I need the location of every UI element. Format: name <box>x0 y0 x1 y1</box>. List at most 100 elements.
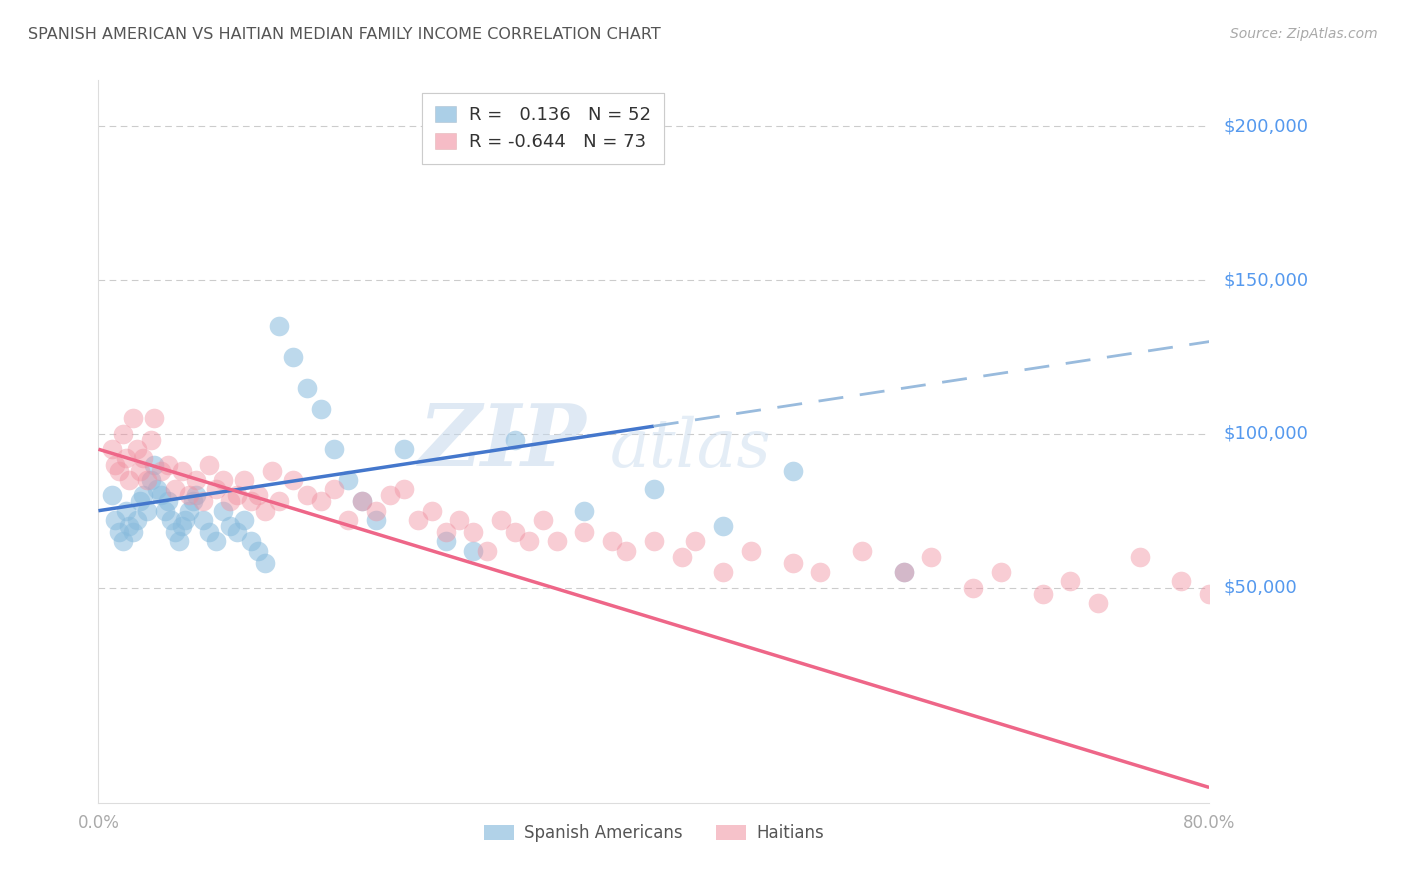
Point <box>1129 549 1152 564</box>
Point <box>153 504 176 518</box>
Text: $100,000: $100,000 <box>1223 425 1308 442</box>
Point <box>614 543 637 558</box>
Text: $50,000: $50,000 <box>1223 579 1296 597</box>
Point <box>226 488 249 502</box>
Point <box>893 565 915 579</box>
Point <box>233 513 256 527</box>
Point <box>212 504 235 518</box>
Point <box>129 494 152 508</box>
Text: $200,000: $200,000 <box>1223 118 1308 136</box>
Point <box>366 504 388 518</box>
Point <box>112 534 135 549</box>
Point <box>1087 596 1109 610</box>
Point <box>108 464 131 478</box>
Point <box>503 525 526 540</box>
Point <box>167 534 190 549</box>
Point <box>143 411 166 425</box>
Point <box>1032 587 1054 601</box>
Point <box>420 504 443 518</box>
Point <box>782 464 804 478</box>
Point <box>921 549 943 564</box>
Point <box>247 543 270 558</box>
Point <box>184 488 207 502</box>
Point <box>156 494 179 508</box>
Point <box>112 426 135 441</box>
Point <box>159 513 181 527</box>
Point <box>260 464 283 478</box>
Point <box>163 525 186 540</box>
Point <box>295 381 318 395</box>
Point <box>219 519 242 533</box>
Text: $150,000: $150,000 <box>1223 271 1308 289</box>
Point <box>156 458 179 472</box>
Point <box>118 473 141 487</box>
Point <box>643 534 665 549</box>
Point <box>337 473 360 487</box>
Point <box>129 464 152 478</box>
Point <box>136 504 159 518</box>
Point <box>132 488 155 502</box>
Point <box>434 525 457 540</box>
Point <box>101 442 124 457</box>
Legend: Spanish Americans, Haitians: Spanish Americans, Haitians <box>477 817 831 848</box>
Point <box>1059 574 1081 589</box>
Point <box>962 581 984 595</box>
Point <box>851 543 873 558</box>
Point <box>115 451 138 466</box>
Point <box>711 565 734 579</box>
Point <box>782 556 804 570</box>
Point <box>337 513 360 527</box>
Point <box>1198 587 1220 601</box>
Text: SPANISH AMERICAN VS HAITIAN MEDIAN FAMILY INCOME CORRELATION CHART: SPANISH AMERICAN VS HAITIAN MEDIAN FAMIL… <box>28 27 661 42</box>
Point <box>122 525 145 540</box>
Point <box>352 494 374 508</box>
Point <box>205 534 228 549</box>
Point <box>281 473 304 487</box>
Point <box>205 482 228 496</box>
Point <box>212 473 235 487</box>
Point <box>574 525 596 540</box>
Point <box>240 494 263 508</box>
Point <box>127 442 149 457</box>
Point <box>810 565 832 579</box>
Point <box>281 350 304 364</box>
Point <box>352 494 374 508</box>
Point <box>104 513 127 527</box>
Point <box>685 534 707 549</box>
Point <box>191 513 214 527</box>
Point <box>517 534 540 549</box>
Point <box>170 519 193 533</box>
Point <box>323 442 346 457</box>
Point <box>177 488 200 502</box>
Point <box>191 494 214 508</box>
Text: Source: ZipAtlas.com: Source: ZipAtlas.com <box>1230 27 1378 41</box>
Point <box>295 488 318 502</box>
Text: atlas: atlas <box>609 417 770 482</box>
Point <box>184 473 207 487</box>
Point <box>149 464 172 478</box>
Point <box>643 482 665 496</box>
Point <box>463 525 485 540</box>
Point <box>101 488 124 502</box>
Point <box>122 411 145 425</box>
Point <box>145 482 167 496</box>
Point <box>406 513 429 527</box>
Point <box>233 473 256 487</box>
Point <box>392 482 415 496</box>
Point <box>170 464 193 478</box>
Point <box>267 319 290 334</box>
Point <box>198 525 221 540</box>
Point <box>309 402 332 417</box>
Point <box>181 494 204 508</box>
Point <box>309 494 332 508</box>
Point <box>893 565 915 579</box>
Point <box>711 519 734 533</box>
Point <box>173 513 195 527</box>
Point <box>198 458 221 472</box>
Point <box>141 433 163 447</box>
Point <box>141 473 163 487</box>
Point <box>378 488 401 502</box>
Point <box>118 519 141 533</box>
Point <box>254 504 277 518</box>
Point <box>115 504 138 518</box>
